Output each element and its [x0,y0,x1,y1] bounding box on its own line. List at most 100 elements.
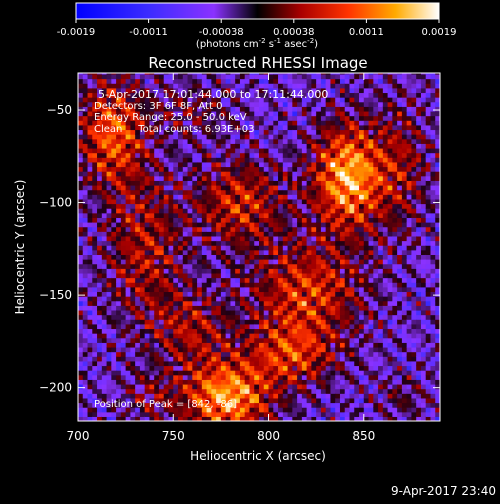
heatmap-cell [321,291,326,296]
heatmap-cell [83,393,88,398]
heatmap-cell [97,291,102,296]
heatmap-cell [216,171,221,176]
heatmap-cell [221,199,226,204]
heatmap-cell [340,361,345,366]
heatmap-cell [273,333,278,338]
heatmap-cell [364,333,369,338]
heatmap-cell [359,227,364,232]
heatmap-cell [140,148,145,153]
heatmap-cell [235,190,240,195]
heatmap-cell [302,176,307,181]
heatmap-cell [378,310,383,315]
heatmap-cell [230,217,235,222]
heatmap-cell [311,278,316,283]
heatmap-cell [316,176,321,181]
heatmap-cell [121,412,126,417]
heatmap-cell [83,296,88,301]
heatmap-cell [183,254,188,259]
heatmap-cell [330,278,335,283]
heatmap-cell [126,268,131,273]
heatmap-cell [140,379,145,384]
heatmap-cell [188,143,193,148]
heatmap-cell [140,166,145,171]
heatmap-cell [269,291,274,296]
heatmap-cell [140,412,145,417]
heatmap-cell [197,222,202,227]
heatmap-cell [373,393,378,398]
heatmap-cell [102,301,107,306]
heatmap-cell [302,116,307,121]
heatmap-cell [78,347,83,352]
heatmap-cell [83,102,88,107]
heatmap-cell [178,268,183,273]
heatmap-cell [230,208,235,213]
heatmap-cell [359,194,364,199]
heatmap-cell [350,213,355,218]
heatmap-cell [130,208,135,213]
heatmap-cell [364,171,369,176]
heatmap-cell [135,324,140,329]
heatmap-cell [254,199,259,204]
heatmap-cell [269,310,274,315]
heatmap-cell [107,370,112,375]
heatmap-cell [288,287,293,292]
heatmap-cell [216,236,221,241]
heatmap-cell [183,393,188,398]
heatmap-cell [378,190,383,195]
heatmap-cell [78,222,83,227]
heatmap-cell [364,352,369,357]
heatmap-cell [283,199,288,204]
heatmap-cell [107,310,112,315]
heatmap-cell [345,194,350,199]
heatmap-cell [311,379,316,384]
heatmap-cell [297,319,302,324]
heatmap-cell [340,375,345,380]
heatmap-cell [364,125,369,130]
heatmap-cell [359,338,364,343]
heatmap-cell [269,250,274,255]
heatmap-cell [288,259,293,264]
heatmap-cell [130,319,135,324]
heatmap-cell [288,250,293,255]
heatmap-cell [197,157,202,162]
heatmap-cell [273,379,278,384]
heatmap-cell [330,185,335,190]
heatmap-cell [335,222,340,227]
heatmap-cell [264,125,269,130]
heatmap-cell [121,273,126,278]
heatmap-cell [249,324,254,329]
heatmap-cell [321,264,326,269]
heatmap-cell [88,412,93,417]
heatmap-cell [173,250,178,255]
heatmap-cell [145,379,150,384]
heatmap-cell [249,245,254,250]
heatmap-cell [321,241,326,246]
heatmap-cell [311,402,316,407]
heatmap-cell [111,227,116,232]
heatmap-cell [378,375,383,380]
heatmap-cell [359,250,364,255]
heatmap-cell [388,407,393,412]
heatmap-cell [216,273,221,278]
heatmap-cell [173,143,178,148]
heatmap-cell [226,324,231,329]
heatmap-cell [383,305,388,310]
heatmap-cell [335,356,340,361]
heatmap-cell [164,143,169,148]
heatmap-cell [97,384,102,389]
heatmap-cell [269,74,274,79]
heatmap-cell [369,166,374,171]
heatmap-cell [188,222,193,227]
heatmap-cell [359,143,364,148]
heatmap-cell [369,333,374,338]
heatmap-cell [269,352,274,357]
heatmap-cell [173,79,178,84]
heatmap-cell [240,79,245,84]
heatmap-cell [145,259,150,264]
heatmap-cell [221,310,226,315]
heatmap-cell [202,180,207,185]
heatmap-cell [307,199,312,204]
heatmap-cell [145,278,150,283]
heatmap-cell [221,379,226,384]
heatmap-cell [288,111,293,116]
